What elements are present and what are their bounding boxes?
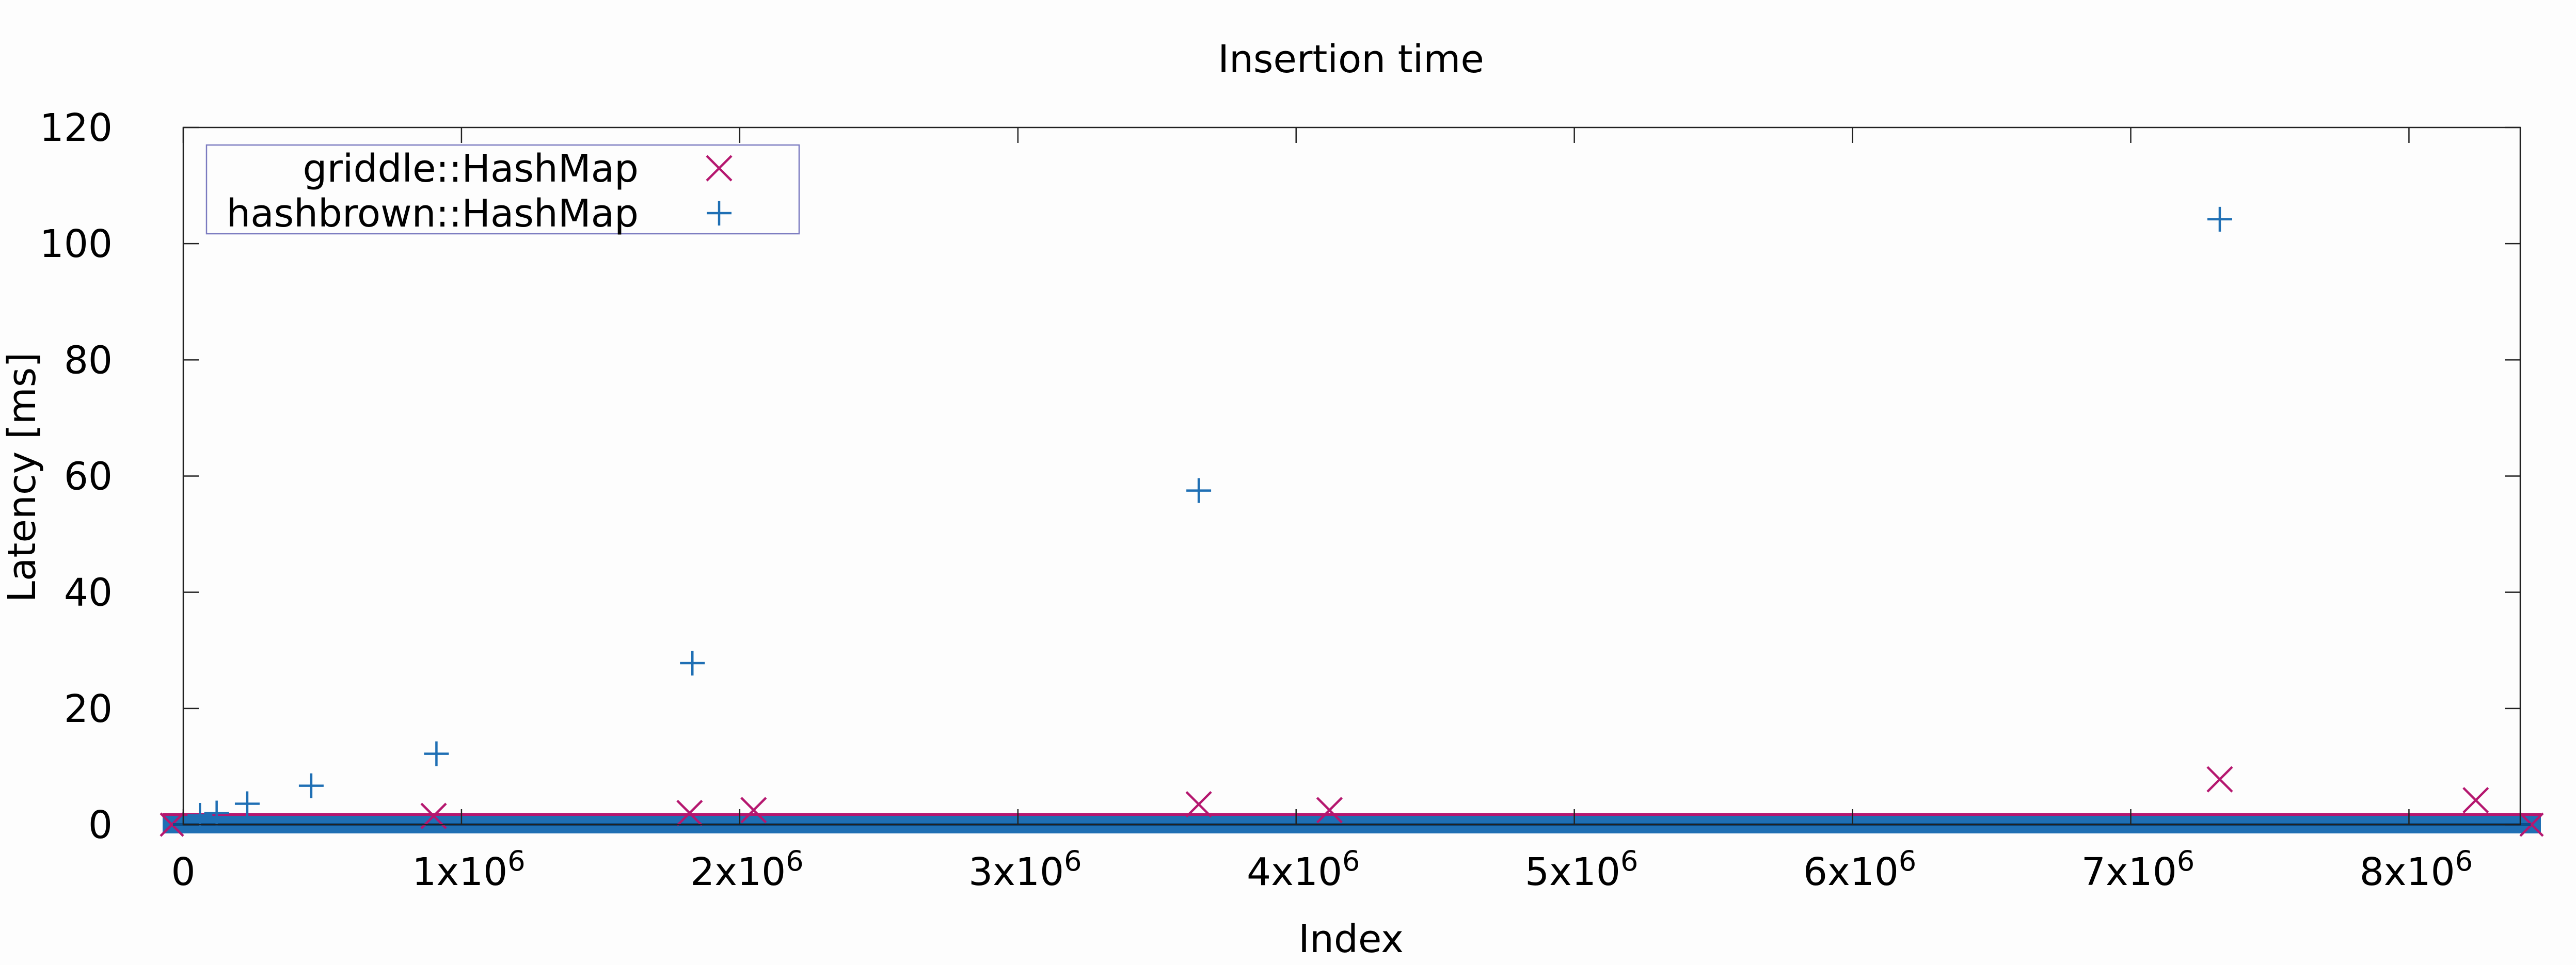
x-tick-label: 5x106 [1525, 845, 1638, 894]
series-1-point-5 [2207, 206, 2232, 232]
series-1-point-1 [298, 773, 324, 798]
series-1-point-4 [1186, 478, 1212, 503]
marker-stroke [740, 797, 767, 824]
x-tick-exponent: 6 [507, 845, 525, 877]
legend-marker-1 [707, 201, 732, 226]
x-tick-label: 8x106 [2360, 845, 2473, 894]
y-tick-label: 40 [64, 571, 113, 615]
chart-title: Insertion time [1218, 37, 1484, 82]
x-tick-exponent: 6 [2177, 845, 2195, 877]
y-tick-label: 80 [64, 338, 113, 382]
marker-stroke [1316, 797, 1343, 824]
x-tick-label: 4x106 [1247, 845, 1360, 894]
y-tick-label: 60 [64, 455, 113, 499]
legend-label: griddle::HashMap [303, 147, 639, 191]
x-tick-label: 2x106 [690, 845, 803, 894]
x-tick-label: 6x106 [1803, 845, 1916, 894]
series-1-point-3 [680, 651, 705, 676]
y-axis-label: Latency [ms] [0, 352, 44, 602]
series-0-edge-marker [2519, 812, 2544, 837]
series-1-point-2 [424, 741, 449, 766]
series-0-point-1 [676, 799, 703, 827]
x-axis-label: Index [1298, 917, 1404, 961]
marker-stroke [160, 812, 184, 837]
series-1-point-6 [204, 800, 229, 826]
marker-stroke [2462, 787, 2489, 814]
series-0-point-4 [1316, 797, 1343, 824]
x-tick-exponent: 6 [1342, 845, 1360, 877]
series-0-point-3 [1185, 791, 1212, 818]
legend-marker-0 [706, 155, 733, 182]
marker-stroke [2519, 812, 2544, 837]
legend-box [205, 144, 800, 235]
y-tick-label: 120 [40, 106, 113, 150]
series-1-point-7 [187, 802, 213, 828]
marker-stroke [706, 155, 733, 182]
x-tick-exponent: 6 [786, 845, 803, 877]
series-0-point-5 [2206, 766, 2233, 793]
x-tick-label: 0 [171, 850, 195, 894]
marker-stroke [1185, 791, 1212, 818]
series-0-point-2 [740, 797, 767, 824]
series-0-point-6 [2462, 787, 2489, 814]
axes-layer: 0 1x106 2x106 3x106 4x106 5x106 6x106 7x106 8x10… [40, 106, 2521, 894]
marker-stroke [676, 799, 703, 827]
x-tick-label: 7x106 [2081, 845, 2195, 894]
x-tick-exponent: 6 [2455, 845, 2473, 877]
series-1-point-0 [234, 791, 260, 816]
y-tick-label: 0 [88, 803, 113, 847]
x-tick-exponent: 6 [1620, 845, 1638, 877]
series-0-edge-marker [160, 812, 184, 837]
x-tick-label: 1x106 [412, 845, 525, 894]
y-tick-label: 100 [40, 222, 113, 266]
x-tick-label: 3x106 [968, 845, 1082, 894]
y-tick-label: 20 [64, 687, 113, 731]
x-tick-exponent: 6 [1064, 845, 1082, 877]
marker-stroke [2206, 766, 2233, 793]
legend-label: hashbrown::HashMap [226, 191, 639, 236]
x-tick-exponent: 6 [1899, 845, 1916, 877]
